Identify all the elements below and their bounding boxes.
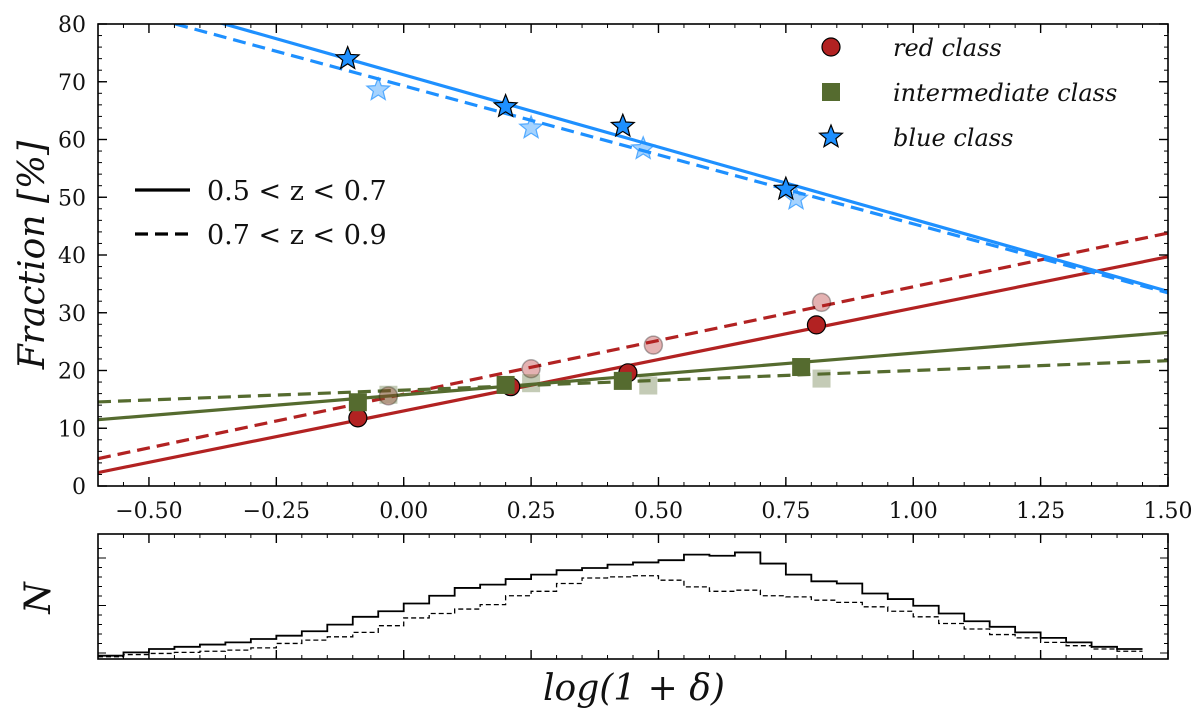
histograms [98, 551, 1143, 658]
y-tick-label: 60 [58, 129, 86, 154]
y-tick-label: 10 [58, 417, 86, 442]
top-axes-frame [97, 23, 1169, 487]
x-tick-label: 0.75 [761, 499, 810, 524]
red-class-low-z-point [348, 408, 368, 428]
y-tick-label: 0 [72, 475, 86, 500]
x-tick-label: 1.00 [889, 499, 938, 524]
red-class-low-z-point [806, 315, 827, 335]
blue-class-solid-fit-line [218, 24, 1168, 293]
intermediate-class-legend-marker [822, 83, 840, 101]
intermediate-class-low-z-point [613, 371, 632, 390]
intermediate-class-low-z-point [348, 393, 367, 412]
y-tick-label: 40 [58, 244, 86, 269]
red-class-high-z-point [643, 335, 664, 355]
x-tick-label: −0.50 [115, 499, 182, 524]
red-class-legend-marker [821, 37, 841, 57]
blue-class-high-z-point [365, 76, 392, 101]
histogram-y-label: N [18, 581, 59, 615]
fraction-panel: −0.50 −0.25 0.00 0.25 0.50 0.75 1.00 1.25 1.50 0 1… [12, 13, 1193, 524]
blue-class-low-z-point [772, 175, 799, 201]
red-class-high-z-point [811, 292, 832, 313]
redshift-legend-label: 0.5 < z < 0.7 [207, 176, 387, 207]
data-points [334, 45, 832, 428]
red-class-dashed-fit-line [98, 231, 1168, 461]
y-tick-label: 80 [58, 13, 86, 38]
histogram-solid [98, 551, 1143, 657]
x-tick-label: 0.50 [634, 499, 683, 524]
intermediate-class-high-z-point [522, 374, 541, 393]
y-tick-label: 30 [58, 302, 86, 327]
y-axis-label: Fraction [%] [12, 140, 53, 370]
blue-class-high-z-point [630, 135, 657, 160]
blue-class-low-z-point [334, 45, 361, 70]
histogram-dashed [98, 575, 1143, 658]
y-axis-label-text: Fraction [%] [12, 140, 53, 370]
class-legend-label: red class [893, 34, 1002, 62]
intermediate-class-high-z-point [639, 376, 658, 395]
blue-class-low-z-point [609, 112, 636, 138]
intermediate-class-high-z-point [379, 385, 398, 404]
class-legend-label: intermediate class [893, 79, 1117, 107]
x-tick-label: 0.00 [379, 499, 428, 524]
red-class-solid-fit-line [98, 255, 1168, 475]
x-tick-label: 1.25 [1016, 499, 1065, 524]
blue-class-dashed-fit-line [169, 24, 1168, 295]
y-tick-label: 50 [58, 186, 86, 211]
blue-class-legend-marker [818, 123, 844, 149]
y-tick-label: 70 [58, 71, 86, 96]
class-legend-label: blue class [893, 124, 1013, 152]
blue-class-high-z-point [518, 114, 545, 139]
blue-class-low-z-point [492, 92, 519, 118]
intermediate-class-high-z-point [812, 369, 831, 388]
intermediate-class-low-z-point [792, 358, 811, 377]
intermediate-class-low-z-point [496, 375, 515, 394]
red-class-high-z-point [521, 359, 541, 379]
y-tick-label: 20 [58, 360, 86, 385]
redshift-legend-label: 0.7 < z < 0.9 [207, 220, 387, 251]
x-tick-label: 1.50 [1144, 499, 1193, 524]
x-tick-label: −0.25 [243, 499, 310, 524]
red-class-high-z-point [378, 386, 399, 406]
intermediate-class-dashed-fit-line [98, 359, 1168, 404]
redshift-legend: 0.5 < z < 0.7 0.7 < z < 0.9 [135, 176, 387, 251]
histogram-panel: N log(1 + δ) [18, 533, 1169, 709]
class-legend: red class intermediate class blue class [818, 34, 1117, 152]
x-axis-label: log(1 + δ) [543, 668, 725, 709]
x-tick-label: 0.25 [507, 499, 556, 524]
bottom-axis-ticks [97, 534, 1169, 659]
bottom-axes-frame [97, 533, 1169, 660]
